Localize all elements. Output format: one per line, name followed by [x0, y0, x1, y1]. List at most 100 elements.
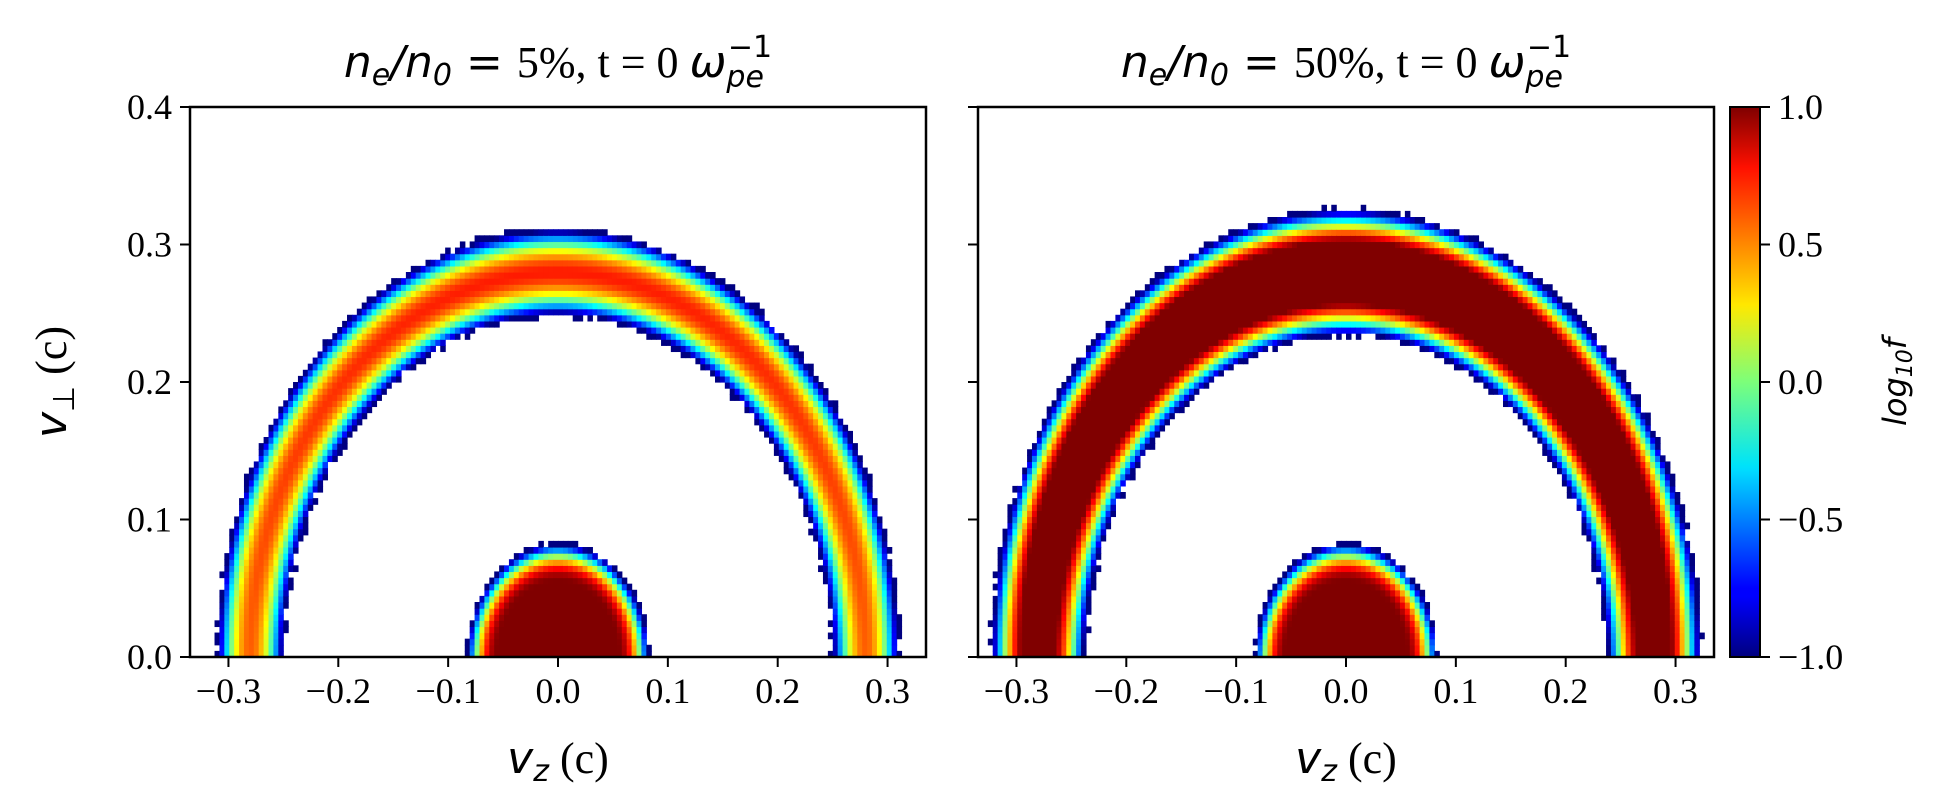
heatmap-cell — [582, 620, 589, 628]
heatmap-cell — [1228, 235, 1234, 243]
heatmap-cell — [435, 290, 441, 298]
heatmap-cell — [1218, 369, 1224, 377]
heatmap-cell — [710, 369, 716, 377]
heatmap-cell — [543, 547, 549, 554]
heatmap-cell — [896, 626, 903, 634]
heatmap-cell — [803, 492, 809, 499]
heatmap-cell — [631, 247, 638, 255]
heatmap-cell — [1031, 473, 1038, 481]
heatmap-cell — [1188, 296, 1195, 304]
heatmap-cell — [867, 504, 873, 511]
heatmap-cell — [342, 437, 348, 444]
heatmap-cell — [867, 498, 873, 505]
heatmap-cell — [1233, 247, 1239, 255]
heatmap-cell — [764, 412, 770, 420]
heatmap-cell — [842, 504, 849, 511]
heatmap-cell — [400, 296, 407, 304]
heatmap-cell — [538, 638, 544, 646]
heatmap-cell — [425, 259, 432, 267]
heatmap-cell — [469, 626, 476, 634]
heatmap-cell — [376, 327, 382, 334]
heatmap-cell — [553, 620, 559, 628]
heatmap-cell — [567, 259, 574, 267]
heatmap-cell — [273, 510, 279, 518]
heatmap-cell — [1184, 400, 1190, 408]
heatmap-cell — [288, 406, 294, 414]
heatmap-cell — [474, 235, 481, 243]
heatmap-cell — [626, 608, 633, 615]
heatmap-cell — [307, 406, 314, 414]
heatmap-cell — [1007, 595, 1013, 603]
heatmap-cell — [302, 522, 309, 530]
heatmap-cell — [278, 559, 284, 566]
title-right-time: , t = 0 — [1375, 38, 1489, 87]
heatmap-cell — [631, 650, 638, 657]
heatmap-cell — [243, 602, 250, 609]
heatmap-cell — [1120, 314, 1126, 322]
heatmap-cell — [253, 504, 260, 511]
heatmap-cell — [523, 284, 530, 291]
heatmap-cell — [258, 479, 265, 487]
heatmap-cell — [317, 369, 324, 377]
heatmap-cell — [1100, 406, 1107, 414]
heatmap-cell — [1081, 504, 1087, 511]
heatmap-cell — [1105, 437, 1112, 444]
heatmap-cell — [327, 443, 333, 450]
heatmap-cell — [1242, 320, 1249, 328]
heatmap-cell — [499, 644, 505, 652]
heatmap-cell — [1085, 577, 1092, 585]
heatmap-cell — [675, 327, 682, 334]
heatmap-cell — [1203, 375, 1210, 383]
heatmap-cell — [710, 278, 716, 285]
heatmap-cell — [454, 278, 461, 285]
heatmap-cell — [1051, 522, 1058, 530]
heatmap-cell — [381, 375, 387, 383]
heatmap-cell — [881, 626, 888, 634]
heatmap-cell — [818, 406, 824, 414]
heatmap-cell — [312, 449, 319, 456]
heatmap-cell — [263, 650, 270, 657]
heatmap-cell — [371, 388, 378, 395]
heatmap-cell — [239, 547, 245, 554]
heatmap-cell — [253, 479, 260, 487]
heatmap-cell — [553, 650, 559, 657]
heatmap-cell — [1071, 595, 1077, 603]
heatmap-cell — [381, 333, 387, 340]
heatmap-cell — [1154, 412, 1161, 420]
heatmap-cell — [813, 382, 819, 389]
heatmap-cell — [719, 302, 726, 310]
heatmap-cell — [773, 394, 780, 401]
heatmap-cell — [504, 602, 510, 609]
heatmap-cell — [1076, 461, 1082, 469]
heatmap-cell — [342, 363, 348, 371]
heatmap-cell — [822, 443, 829, 450]
heatmap-cell — [611, 644, 618, 652]
heatmap-cell — [459, 253, 466, 261]
heatmap-cell — [1076, 443, 1082, 450]
heatmap-cell — [602, 583, 608, 591]
heatmap-cell — [876, 528, 883, 536]
heatmap-cell — [224, 632, 230, 640]
heatmap-cell — [337, 357, 343, 365]
heatmap-cell — [724, 357, 731, 365]
heatmap-cell — [538, 259, 544, 267]
heatmap-cell — [243, 485, 250, 493]
heatmap-cell — [1046, 547, 1053, 554]
heatmap-cell — [499, 650, 505, 657]
heatmap-cell — [818, 394, 824, 401]
heatmap-cell — [268, 467, 275, 475]
heatmap-cell — [1012, 650, 1018, 657]
heatmap-cell — [1130, 406, 1136, 414]
heatmap-cell — [1027, 644, 1033, 652]
heatmap-cell — [229, 540, 235, 548]
heatmap-cell — [1198, 265, 1205, 273]
heatmap-cell — [327, 406, 333, 414]
heatmap-cell — [827, 589, 834, 597]
heatmap-cell — [808, 449, 814, 456]
heatmap-cell — [621, 284, 628, 291]
heatmap-cell — [474, 265, 481, 273]
heatmap-cell — [891, 602, 898, 609]
heatmap-cell — [297, 461, 304, 469]
heatmap-cell — [582, 302, 589, 310]
heatmap-cell — [813, 437, 819, 444]
